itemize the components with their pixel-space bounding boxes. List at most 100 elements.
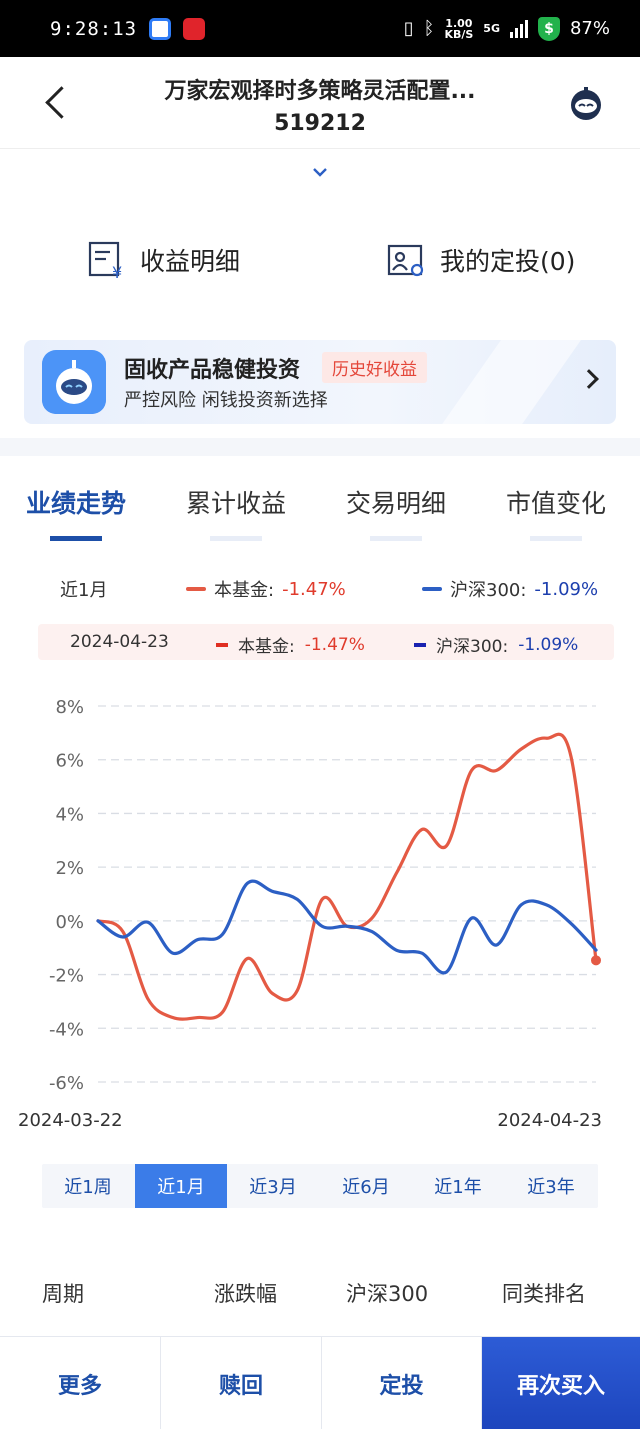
- tooltip-fund-label: 本基金:: [238, 637, 295, 657]
- period-selector: 近1周 近1月 近3月 近6月 近1年 近3年: [42, 1164, 598, 1208]
- auto-invest-button[interactable]: 定投: [322, 1337, 482, 1429]
- my-auto-invest-button[interactable]: 我的定投(0): [386, 240, 575, 280]
- tab-transactions-label: 交易明细: [346, 489, 447, 518]
- status-time: 9:28:13: [50, 17, 138, 40]
- tooltip-index-label: 沪深300:: [436, 637, 509, 657]
- tooltip-fund: 本基金: -1.47%: [216, 632, 365, 657]
- person-card-icon: [387, 244, 424, 277]
- promo-banner[interactable]: 固收产品稳健投资 历史好收益 严控风险 闲钱投资新选择: [24, 340, 616, 424]
- tooltip-swatch-index: [414, 642, 426, 647]
- tooltip-date: 2024-04-23: [70, 632, 169, 652]
- back-button[interactable]: [36, 81, 76, 125]
- legend-fund-value: -1.47%: [282, 578, 346, 600]
- column-period: 周期: [42, 1282, 84, 1306]
- banner-tag: 历史好收益: [322, 352, 427, 383]
- my-auto-invest-label: 我的定投(0): [440, 247, 576, 276]
- x-end-label: 2024-04-23: [497, 1110, 602, 1131]
- status-bar: 9:28:13 ▯ ᛒ 1.00 KB/S 5G $ 87%: [0, 0, 640, 57]
- y-tick-label: 4%: [55, 804, 84, 825]
- title-block: 万家宏观择时多策略灵活配置... 519212: [100, 73, 540, 136]
- y-tick-label: -2%: [49, 966, 84, 987]
- tab-market-value-label: 市值变化: [506, 489, 607, 518]
- net-speed-value: 1.00: [445, 16, 473, 30]
- period-1w-button[interactable]: 近1周: [64, 1177, 112, 1198]
- tab-underline: [530, 536, 582, 541]
- chevron-right-icon: [579, 369, 599, 389]
- legend-period: 近1月: [60, 580, 108, 601]
- tooltip-index: 沪深300: -1.09%: [414, 632, 578, 657]
- fund-end-point: [591, 955, 601, 966]
- net-speed: 1.00 KB/S: [444, 18, 473, 40]
- app-notification-icon-red: [183, 17, 206, 40]
- x-start-label: 2024-03-22: [18, 1110, 123, 1131]
- earnings-detail-label: 收益明细: [140, 247, 241, 276]
- tab-underline: [370, 536, 422, 541]
- tooltip-index-value: -1.09%: [518, 634, 579, 655]
- legend-index: 沪深300: -1.09%: [422, 576, 598, 602]
- svg-text:¥: ¥: [112, 263, 122, 280]
- tab-performance[interactable]: 业绩走势: [26, 484, 127, 541]
- tab-transactions[interactable]: 交易明细: [346, 484, 447, 541]
- legend-index-value: -1.09%: [534, 578, 599, 600]
- legend-swatch-index: [422, 587, 442, 591]
- y-tick-label: 0%: [55, 912, 84, 933]
- column-change: 涨跌幅: [214, 1282, 277, 1306]
- banner-title: 固收产品稳健投资: [124, 358, 301, 383]
- fund-series-line: [96, 732, 598, 1021]
- vibrate-icon: ▯: [403, 18, 414, 39]
- net-speed-unit: KB/S: [444, 27, 474, 41]
- period-1m-button[interactable]: 近1月: [135, 1164, 227, 1208]
- performance-chart[interactable]: 8% 6% 4% 2% 0% -2% -4% -6% 2024-03-22 2024-04-23: [0, 680, 640, 1140]
- receipt-yen-icon: ¥: [88, 241, 122, 280]
- buy-again-button[interactable]: 再次买入: [482, 1337, 640, 1429]
- y-tick-label: 6%: [55, 751, 84, 772]
- robot-assistant-icon[interactable]: [568, 85, 604, 121]
- legend-fund-label: 本基金:: [214, 580, 275, 601]
- security-shield-icon: $: [537, 16, 560, 41]
- period-3y-button[interactable]: 近3年: [527, 1177, 575, 1198]
- y-tick-label: 8%: [55, 697, 84, 718]
- tab-underline: [210, 536, 262, 541]
- chart-legend: 近1月 本基金: -1.47% 沪深300: -1.09%: [0, 576, 640, 604]
- battery-level: 87%: [569, 18, 610, 39]
- tab-performance-label: 业绩走势: [26, 489, 127, 518]
- redeem-button[interactable]: 赎回: [161, 1337, 322, 1429]
- y-tick-label: -4%: [49, 1019, 84, 1040]
- banner-subtitle: 严控风险 闲钱投资新选择: [124, 390, 328, 411]
- tab-cumulative-return-label: 累计收益: [186, 489, 287, 518]
- y-tick-label: -6%: [49, 1073, 84, 1094]
- bottom-action-bar: 更多 赎回 定投 再次买入: [0, 1336, 640, 1429]
- earnings-detail-button[interactable]: ¥ 收益明细: [86, 240, 240, 280]
- performance-chart-svg: 8% 6% 4% 2% 0% -2% -4% -6% 2024-03-22 2024-04-23: [18, 697, 602, 1131]
- period-6m-button[interactable]: 近6月: [342, 1177, 390, 1198]
- column-csi300: 沪深300: [346, 1282, 429, 1306]
- column-peer-rank: 同类排名: [502, 1282, 586, 1306]
- csi300-series-line: [96, 879, 598, 975]
- y-tick-label: 2%: [55, 858, 84, 879]
- legend-swatch-fund: [186, 587, 206, 591]
- period-1y-button[interactable]: 近1年: [434, 1177, 482, 1198]
- chart-tooltip: 2024-04-23 本基金: -1.47% 沪深300: -1.09%: [38, 624, 614, 660]
- legend-fund: 本基金: -1.47%: [186, 576, 346, 602]
- returns-table-header: 周期 涨跌幅 沪深300 同类排名: [0, 1278, 640, 1310]
- tab-market-value[interactable]: 市值变化: [506, 484, 607, 541]
- chevron-down-icon[interactable]: [312, 164, 328, 180]
- app-notification-icon: [149, 17, 172, 40]
- quick-actions: ¥ 收益明细 我的定投(0): [0, 240, 640, 296]
- fund-name: 万家宏观择时多策略灵活配置...: [164, 79, 476, 104]
- chart-tabs: 业绩走势 累计收益 交易明细 市值变化: [0, 484, 640, 544]
- more-button[interactable]: 更多: [0, 1337, 161, 1429]
- fund-code: 519212: [274, 111, 366, 136]
- tab-cumulative-return[interactable]: 累计收益: [186, 484, 287, 541]
- robot-logo-icon: [42, 350, 106, 414]
- signal-icon: [509, 19, 528, 38]
- legend-index-label: 沪深300:: [450, 580, 527, 601]
- bluetooth-icon: ᛒ: [423, 18, 435, 39]
- section-divider: [0, 438, 640, 456]
- network-type: 5G: [483, 22, 500, 35]
- tooltip-fund-value: -1.47%: [304, 634, 365, 655]
- tooltip-swatch-fund: [216, 642, 228, 647]
- page-header: 万家宏观择时多策略灵活配置... 519212: [0, 57, 640, 149]
- period-3m-button[interactable]: 近3月: [249, 1177, 297, 1198]
- tab-underline: [50, 536, 102, 541]
